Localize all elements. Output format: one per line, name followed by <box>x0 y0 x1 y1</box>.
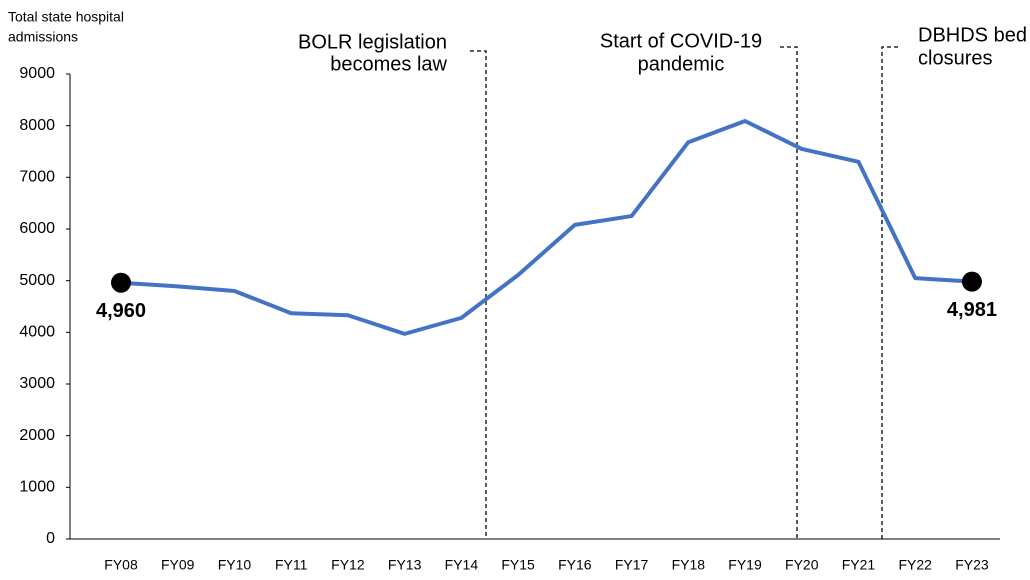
annotation-text: closures <box>918 47 992 69</box>
end-marker <box>111 272 131 293</box>
x-tick-label: FY16 <box>558 557 592 573</box>
y-tick-label: 0 <box>46 530 55 547</box>
annotation-line <box>470 50 487 539</box>
y-tick-label: 4000 <box>19 324 55 341</box>
line <box>120 119 973 336</box>
x-tick-label: FY20 <box>785 557 819 573</box>
annotation-text: BOLR legislation <box>298 31 447 53</box>
end-marker <box>961 271 982 292</box>
annotation-text: becomes law <box>330 53 447 75</box>
x-tick-label: FY19 <box>728 557 762 573</box>
y-tick-label: 5000 <box>19 272 55 289</box>
y-tick-label: 3000 <box>19 375 55 392</box>
x-tick-label: FY10 <box>218 557 252 573</box>
annotation-text: DBHDS bed <box>918 24 1027 46</box>
annotation-text: Start of COVID-19 <box>600 30 762 52</box>
annotation-line <box>780 46 798 539</box>
y-axis-label: admissions <box>8 29 78 45</box>
x-tick-label: FY13 <box>388 557 422 573</box>
y-tick-label: 1000 <box>19 479 55 496</box>
x-tick-label: FY22 <box>898 557 932 573</box>
x-tick-label: FY23 <box>955 557 989 573</box>
y-tick-label: 2000 <box>19 427 55 444</box>
x-tick-label: FY12 <box>331 557 365 573</box>
x-tick-label: FY08 <box>104 557 138 573</box>
annotation-line <box>881 46 898 539</box>
y-tick-label: 6000 <box>19 220 55 237</box>
annotation-text: pandemic <box>638 53 725 75</box>
y-tick-label: 7000 <box>19 169 55 186</box>
y-tick-label: 8000 <box>19 117 55 134</box>
data-label: 4,981 <box>947 299 997 321</box>
y-tick-label: 9000 <box>19 65 55 82</box>
y-axis-label: Total state hospital <box>8 9 124 25</box>
x-tick-label: FY15 <box>501 557 535 573</box>
x-tick-label: FY09 <box>161 557 195 573</box>
x-tick-label: FY17 <box>615 557 649 573</box>
x-tick-label: FY14 <box>445 557 479 573</box>
x-tick-label: FY21 <box>842 557 876 573</box>
data-label: 4,960 <box>96 300 146 322</box>
x-tick-label: FY11 <box>275 557 308 573</box>
x-tick-label: FY18 <box>672 557 706 573</box>
